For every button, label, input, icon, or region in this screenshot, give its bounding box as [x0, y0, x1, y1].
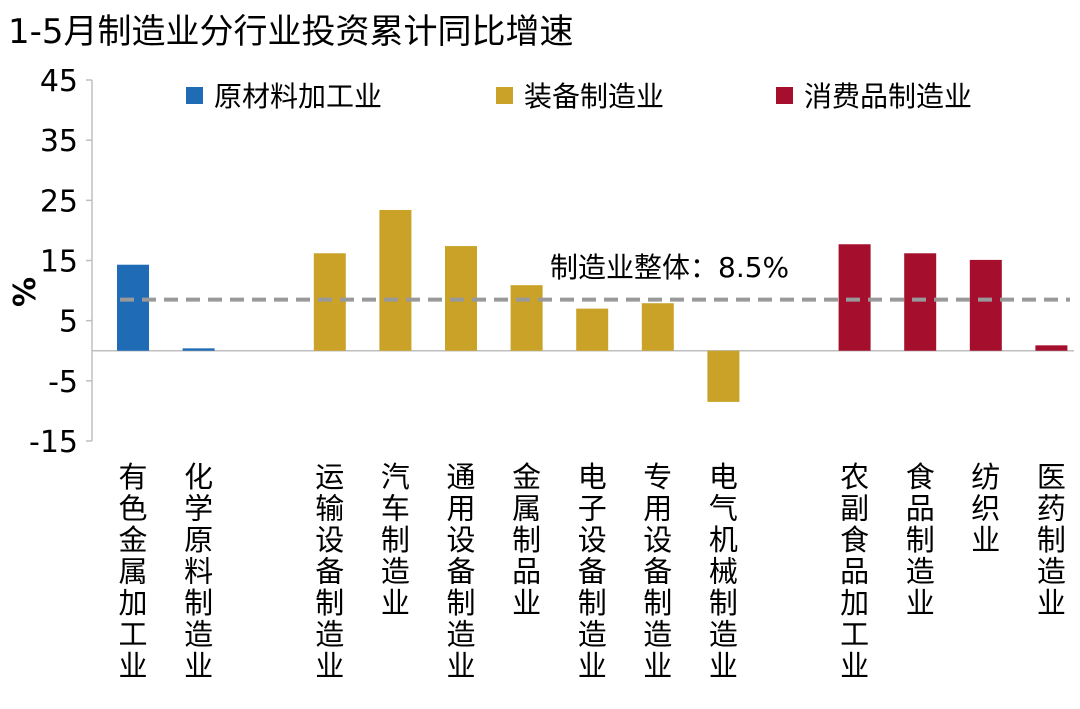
x-tick-label: 食品制造业: [906, 460, 935, 620]
bar: [576, 308, 609, 351]
legend-label: 装备制造业: [524, 80, 664, 113]
axes: -15 -5 5 15 25 35 45%: [8, 64, 1074, 460]
y-tick-label: 45: [40, 64, 78, 99]
legend-label: 原材料加工业: [214, 80, 382, 113]
legend-label: 消费品制造业: [804, 80, 972, 113]
bar: [182, 348, 215, 351]
x-tick-label: 通用设备制造业: [446, 460, 475, 683]
x-tick-labels: 有色金属加工业 化学原料制造业 运输设备制造业 汽车制造业 通用设备制造业 金属制品业 电子…: [118, 460, 1065, 683]
y-axis-label: %: [8, 277, 43, 307]
bar: [838, 244, 871, 351]
bar: [313, 253, 346, 351]
x-tick-label: 有色金属加工业: [118, 460, 147, 683]
x-tick-label: 纺织业: [971, 460, 1000, 557]
y-tick-label: -5: [48, 365, 78, 400]
x-tick-label: 专用设备制造业: [643, 460, 672, 683]
reference-line-group: 制造业整体：8.5%: [120, 251, 1070, 302]
bar: [641, 303, 674, 351]
legend: 原材料加工业 装备制造业 消费品制造业: [186, 80, 972, 113]
bar: [117, 264, 149, 351]
bar: [510, 285, 543, 351]
x-tick-label: 化学原料制造业: [184, 460, 213, 683]
x-tick-label: 运输设备制造业: [315, 460, 344, 683]
x-tick-label: 农副食品加工业: [840, 460, 869, 683]
y-tick-label: -15: [29, 425, 78, 460]
x-tick-label: 汽车制造业: [381, 460, 410, 620]
legend-swatch: [776, 87, 793, 104]
bar: [707, 350, 740, 402]
y-tick-label: 5: [59, 305, 78, 340]
x-tick-label: 金属制品业: [512, 460, 541, 620]
legend-swatch: [496, 87, 513, 104]
bars: [117, 209, 1068, 402]
reference-line-label: 制造业整体：8.5%: [550, 251, 789, 284]
y-tick-label: 15: [40, 245, 78, 280]
chart-title: 1-5月制造业分行业投资累计同比增速: [8, 12, 574, 52]
bar: [379, 209, 412, 351]
x-tick-label: 电子设备制造业: [578, 460, 607, 683]
y-tick-label: 25: [40, 184, 78, 219]
bar: [904, 253, 937, 351]
bar: [969, 259, 1002, 351]
legend-swatch: [186, 87, 203, 104]
x-tick-label: 电气机械制造业: [709, 460, 738, 683]
y-tick-label: 35: [40, 124, 78, 159]
x-tick-label: 医药制造业: [1037, 460, 1066, 620]
bar: [1035, 345, 1068, 351]
